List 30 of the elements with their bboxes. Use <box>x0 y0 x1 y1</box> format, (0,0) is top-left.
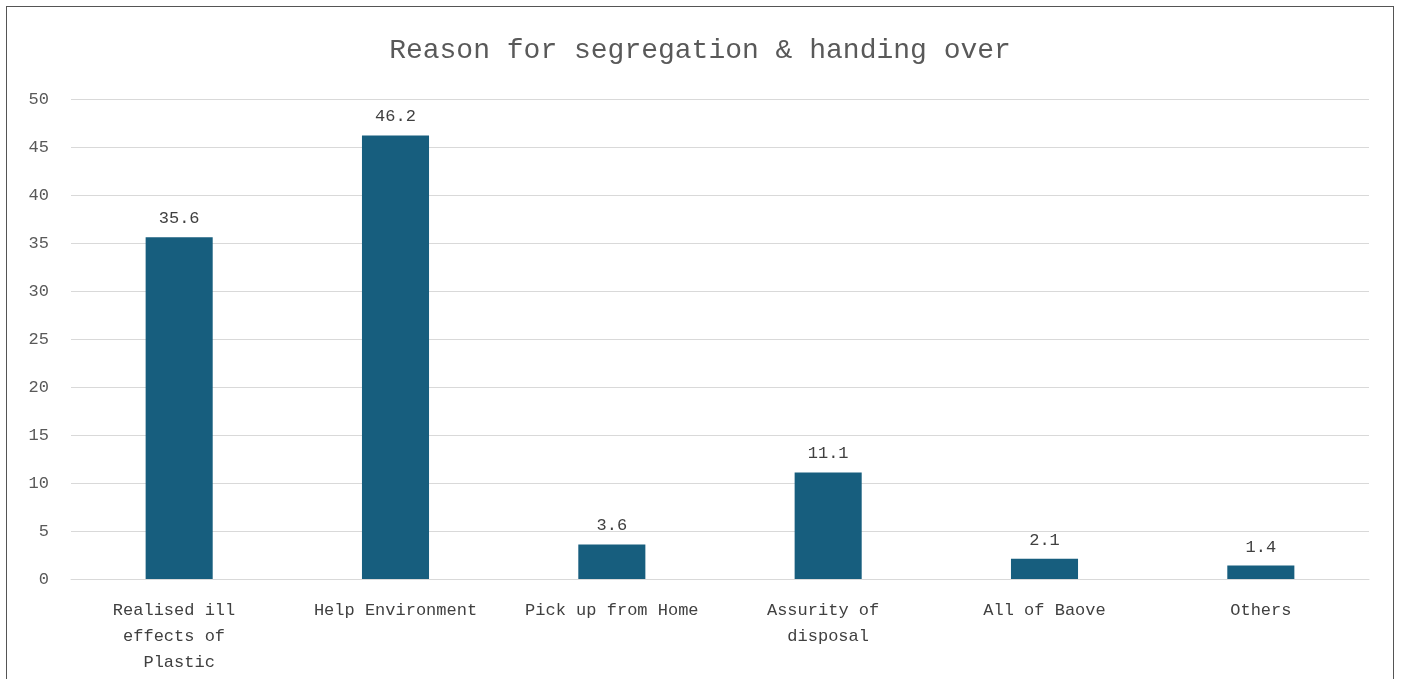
y-tick-label: 0 <box>38 569 49 589</box>
data-label: 3.6 <box>596 516 628 536</box>
y-tick-label: 50 <box>28 89 49 109</box>
y-tick-label: 30 <box>28 281 49 301</box>
data-label: 11.1 <box>807 444 849 464</box>
y-tick-label: 10 <box>28 473 49 493</box>
data-label: 1.4 <box>1245 537 1277 557</box>
y-tick-label: 25 <box>28 329 49 349</box>
x-tick-label: Realised ill effects of Plastic <box>112 600 246 672</box>
bar <box>145 237 213 579</box>
y-tick-label: 20 <box>28 377 49 397</box>
bar <box>1227 565 1295 579</box>
x-tick-label: All of Baove <box>983 600 1106 620</box>
bar <box>794 472 862 579</box>
x-tick-label: Others <box>1230 600 1292 620</box>
y-tick-label: 35 <box>28 233 49 253</box>
data-label: 35.6 <box>158 209 200 229</box>
y-tick-label: 40 <box>28 185 49 205</box>
x-tick-label: Help Environment <box>313 600 478 620</box>
chart-title: Reason for segregation & handing over <box>389 34 1011 66</box>
bar <box>1010 558 1079 579</box>
data-label: 2.1 <box>1029 530 1060 550</box>
bar <box>361 135 430 579</box>
data-label: 46.2 <box>375 107 416 127</box>
y-tick-label: 5 <box>38 521 49 541</box>
x-tick-label: Assurity of disposal <box>766 600 890 646</box>
y-tick-label: 45 <box>28 137 49 157</box>
bar <box>578 544 646 579</box>
x-tick-label: Pick up from Home <box>525 600 699 620</box>
y-tick-label: 15 <box>28 425 49 445</box>
